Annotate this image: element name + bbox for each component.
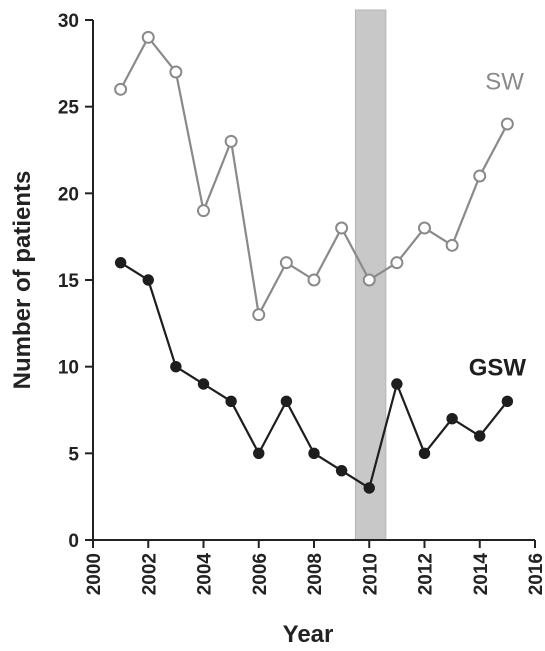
data-point-gsw [474, 430, 486, 442]
x-tick-label: 2008 [305, 553, 326, 595]
y-tick-label: 30 [58, 11, 79, 32]
y-axis-title: Number of patients [9, 171, 36, 390]
x-tick-label: 2016 [526, 553, 545, 595]
x-tick-label: 2012 [416, 553, 437, 595]
x-tick-label: 2002 [139, 553, 160, 595]
data-point-sw [279, 256, 293, 270]
data-point-gsw [418, 447, 431, 460]
x-axis-title: Year [283, 621, 334, 648]
data-point-gsw [280, 395, 293, 408]
data-point-gsw [501, 395, 514, 408]
data-point-gsw [225, 395, 237, 408]
x-tick-label: 2004 [195, 553, 216, 596]
data-point-gsw [308, 447, 320, 460]
data-point-sw [418, 221, 431, 235]
data-point-gsw [363, 482, 375, 494]
data-point-sw [445, 238, 459, 252]
data-point-sw [390, 256, 404, 270]
data-point-sw [252, 308, 266, 322]
y-tick-label: 15 [58, 271, 80, 292]
axes [85, 19, 536, 548]
data-point-sw [500, 117, 514, 131]
data-point-gsw [114, 256, 127, 269]
data-point-gsw [197, 378, 210, 390]
y-tick-label: 10 [58, 358, 79, 379]
x-tick-label: 2014 [471, 553, 492, 596]
x-tick-label: 2010 [360, 553, 381, 595]
data-point-gsw [170, 360, 182, 373]
data-point-sw [224, 134, 238, 148]
data-point-sw [197, 204, 210, 218]
data-point-sw [473, 169, 487, 183]
data-point-gsw [142, 274, 154, 286]
series-line-sw [119, 35, 509, 319]
data-point-gsw [253, 447, 265, 460]
x-tick-label: 2000 [84, 553, 105, 595]
y-tick-label: 20 [58, 184, 79, 205]
y-tick-label: 5 [68, 444, 79, 465]
series-sw: SW [114, 30, 524, 322]
series-label-gsw: GSW [469, 354, 527, 381]
y-tick-label: 0 [68, 531, 79, 552]
data-point-gsw [335, 464, 348, 477]
series-gsw: GSW [114, 256, 527, 494]
data-point-sw [114, 82, 128, 96]
data-point-sw [141, 30, 155, 44]
data-point-gsw [446, 412, 458, 425]
series-label-sw: SW [485, 68, 524, 95]
series-layer: SW GSW [114, 30, 527, 494]
data-point-sw [169, 65, 183, 79]
data-point-gsw [391, 378, 403, 390]
data-point-sw [362, 273, 376, 287]
x-tick-label: 2006 [250, 553, 271, 595]
y-tick-label: 25 [58, 98, 80, 119]
tick-labels: 0 5 10 15 20 25 30 2000 2002 2004 2006 2008 2010 2012… [58, 11, 545, 595]
data-point-sw [307, 273, 321, 287]
data-point-sw [335, 221, 349, 235]
